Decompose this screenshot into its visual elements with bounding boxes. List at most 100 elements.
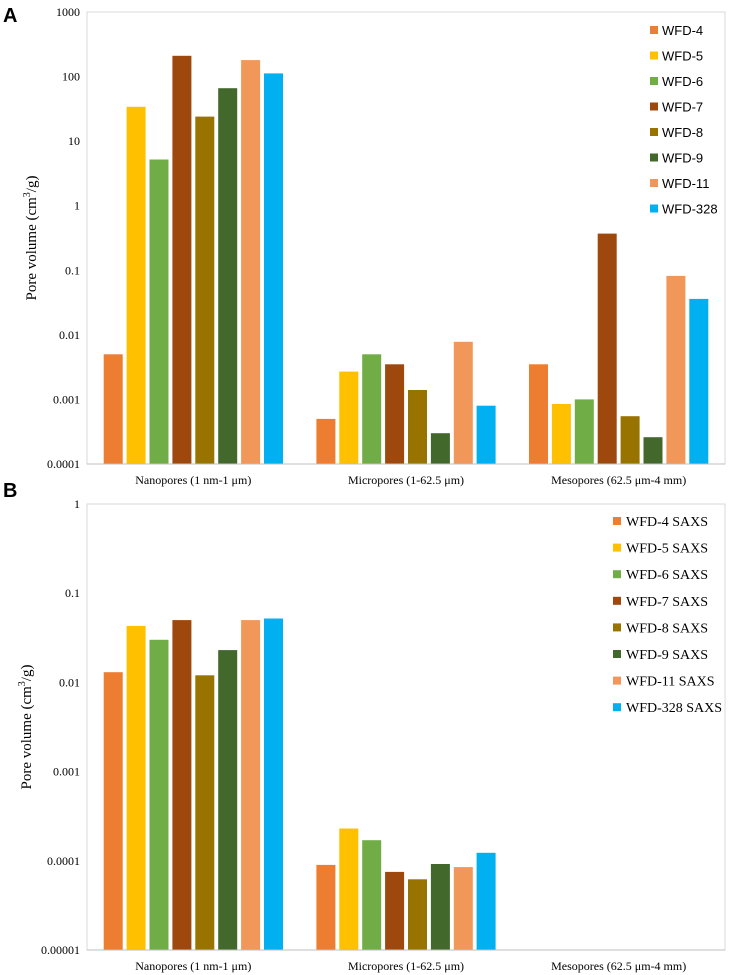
bar: [241, 60, 261, 464]
legend-swatch: [650, 77, 658, 85]
y-axis-title-a-end: /g): [24, 176, 40, 193]
bar: [316, 864, 336, 950]
legend-swatch: [650, 102, 658, 111]
y-tick-label: 1: [74, 199, 80, 213]
legend-swatch: [613, 596, 621, 605]
bar: [264, 73, 283, 465]
bar: [339, 828, 359, 950]
bar: [574, 399, 594, 464]
bar: [172, 620, 192, 950]
legend-swatch: [650, 153, 658, 162]
bar: [218, 650, 238, 950]
bar: [430, 864, 450, 950]
y-tick-label: 10: [68, 134, 80, 148]
y-axis-title-a-sup: 3: [22, 192, 33, 197]
legend-swatch: [650, 204, 658, 213]
bar: [529, 364, 548, 464]
y-tick-label: 0.1: [65, 263, 80, 277]
bar: [689, 298, 709, 464]
bar: [597, 233, 617, 464]
panel-letter-a: A: [3, 5, 17, 27]
y-axis-title-b-end: /g): [19, 665, 35, 682]
y-tick-label: 0.0001: [47, 457, 80, 471]
y-axis-title-b-main: Pore volume (cm: [19, 686, 35, 790]
bar: [666, 275, 686, 464]
bar: [408, 390, 427, 464]
bar: [430, 433, 450, 464]
legend-label: WFD-4 SAXS: [626, 515, 708, 530]
legend-a: WFD-4 WFD-5 WFD-6 WFD-7 WFD-8 WFD-9 WFD-11 WFD-…: [650, 23, 718, 217]
legend-swatch: [613, 650, 621, 658]
legend-swatch: [650, 51, 658, 60]
legend-label: WFD-4: [662, 23, 703, 38]
y-tick-label: 1000: [56, 5, 80, 19]
legend-label: WFD-9 SAXS: [626, 648, 708, 663]
legend-swatch: [613, 623, 621, 632]
y-axis-title-a: Pore volume (cm3/g): [22, 176, 40, 301]
panel-letter-b: B: [3, 480, 17, 502]
bar: [172, 55, 192, 465]
legend-swatch: [613, 517, 621, 525]
bar: [103, 672, 123, 950]
bar: [126, 106, 146, 465]
y-axis-title-b: Pore volume (cm3/g): [17, 665, 35, 790]
legend-label: WFD-11: [662, 176, 709, 191]
bar: [476, 405, 496, 464]
legend-swatch: [613, 676, 621, 685]
y-ticks-a: 0.0001 0.001 0.01 0.1 1 10 100 1000: [47, 5, 80, 471]
legend-swatch: [650, 26, 658, 34]
y-tick-label: 0.001: [53, 392, 80, 406]
y-tick-label: 0.1: [65, 586, 80, 600]
bar: [126, 625, 146, 950]
category-label: Mesopores (62.5 μm-4 mm): [551, 959, 686, 973]
legend-label: WFD-8 SAXS: [626, 621, 708, 636]
legend-label: WFD-11 SAXS: [626, 675, 715, 690]
bar: [264, 618, 283, 950]
bar: [408, 879, 427, 950]
legend-swatch: [650, 179, 658, 187]
y-tick-label: 0.001: [53, 765, 80, 779]
category-label: Micropores (1-62.5 μm): [348, 959, 464, 973]
bar: [218, 88, 238, 464]
y-tick-label: 100: [62, 70, 80, 84]
legend-label: WFD-7: [662, 100, 703, 115]
legend-label: WFD-328 SAXS: [626, 701, 722, 716]
legend-swatch: [613, 703, 621, 712]
bar: [385, 871, 405, 950]
bar: [241, 620, 261, 950]
legend-swatch: [613, 570, 621, 579]
y-tick-label: 0.00001: [41, 943, 80, 957]
y-tick-label: 1: [74, 497, 80, 511]
category-label: Nanopores (1 nm-1 μm): [135, 473, 251, 487]
y-tick-label: 0.0001: [47, 854, 80, 868]
panel-a: A 0.0001 0.001 0.01 0.1 1 10 100 1000 Nanopores…: [3, 5, 726, 487]
legend-label: WFD-9: [662, 151, 703, 166]
bar: [385, 364, 405, 464]
category-label: Nanopores (1 nm-1 μm): [135, 959, 251, 973]
category-label: Mesopores (62.5 μm-4 mm): [551, 473, 686, 487]
y-tick-label: 0.01: [59, 328, 80, 342]
bar: [551, 404, 571, 464]
bar: [620, 416, 640, 464]
legend-label: WFD-5: [662, 49, 703, 64]
legend-label: WFD-5 SAXS: [626, 542, 708, 557]
legend-swatch: [650, 128, 658, 136]
legend-label: WFD-6 SAXS: [626, 568, 708, 583]
bar: [149, 159, 169, 464]
bar: [453, 341, 473, 464]
bars-a: [103, 55, 709, 465]
y-ticks-b: 0.00001 0.0001 0.001 0.01 0.1 1: [41, 497, 80, 957]
legend-label: WFD-7 SAXS: [626, 595, 708, 610]
category-label: Micropores (1-62.5 μm): [348, 473, 464, 487]
legend-label: WFD-8: [662, 125, 703, 140]
bar: [453, 867, 473, 950]
bar: [339, 371, 359, 464]
legend-label: WFD-6: [662, 74, 703, 89]
bar: [103, 354, 123, 464]
y-tick-label: 0.01: [59, 675, 80, 689]
bar: [195, 675, 215, 950]
category-labels-a: Nanopores (1 nm-1 μm) Micropores (1-62.5 …: [135, 473, 686, 487]
bar: [316, 418, 336, 464]
category-labels-b: Nanopores (1 nm-1 μm) Micropores (1-62.5 …: [135, 959, 686, 973]
